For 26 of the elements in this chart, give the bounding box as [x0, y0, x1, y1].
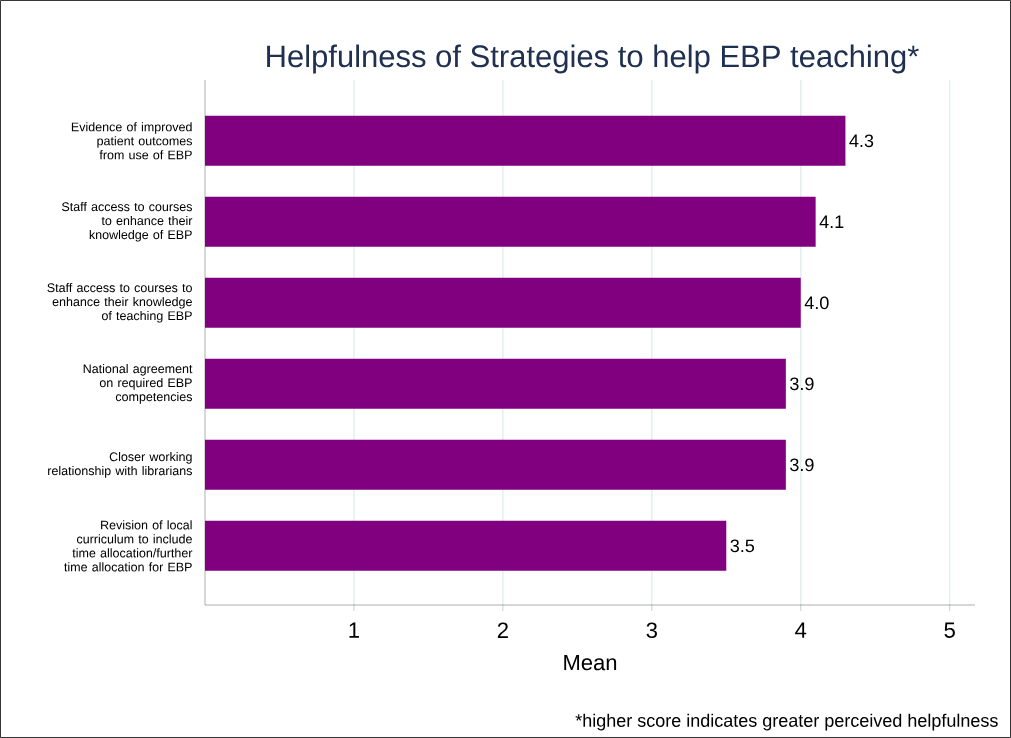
chart-title: Helpfulness of Strategies to help EBP teaching*	[267, 44, 919, 74]
y-tick-label: Staff access to courses to enhance their knowledge of EBP	[61, 201, 193, 242]
x-axis-title: Mean	[564, 654, 617, 671]
data-label: 3.5	[730, 539, 755, 553]
data-label: 3.9	[790, 377, 814, 391]
data-label: 4.0	[804, 296, 829, 310]
bar	[205, 277, 801, 328]
y-tick-label: Evidence of improved patient outcomes from use of EBP	[71, 122, 193, 160]
x-tick-label: 4	[795, 622, 807, 638]
y-tick-label: Revision of local curriculum to include time allocation/further time allocation for EBP	[64, 520, 193, 572]
bar	[205, 439, 786, 490]
x-tick-label: 3	[646, 622, 657, 639]
bar	[205, 196, 816, 247]
bar	[205, 520, 727, 571]
bar	[205, 358, 786, 409]
y-tick-label: National agreement on required EBP competencies	[83, 363, 193, 404]
data-label: 3.9	[790, 458, 814, 472]
data-label: 4.3	[849, 134, 874, 148]
bar	[205, 115, 846, 166]
x-tick-label: 5	[944, 622, 955, 638]
data-label: 4.1	[819, 215, 844, 228]
y-tick-label: Staff access to courses to enhance their knowledge of teaching EBP	[47, 282, 192, 323]
text: *higher score indicates greater perceived helpfulness	[575, 713, 998, 731]
y-tick-label: Closer working relationship with librarians	[48, 452, 192, 478]
x-tick-label: 2	[497, 622, 508, 638]
x-tick-label: 1	[349, 622, 359, 638]
